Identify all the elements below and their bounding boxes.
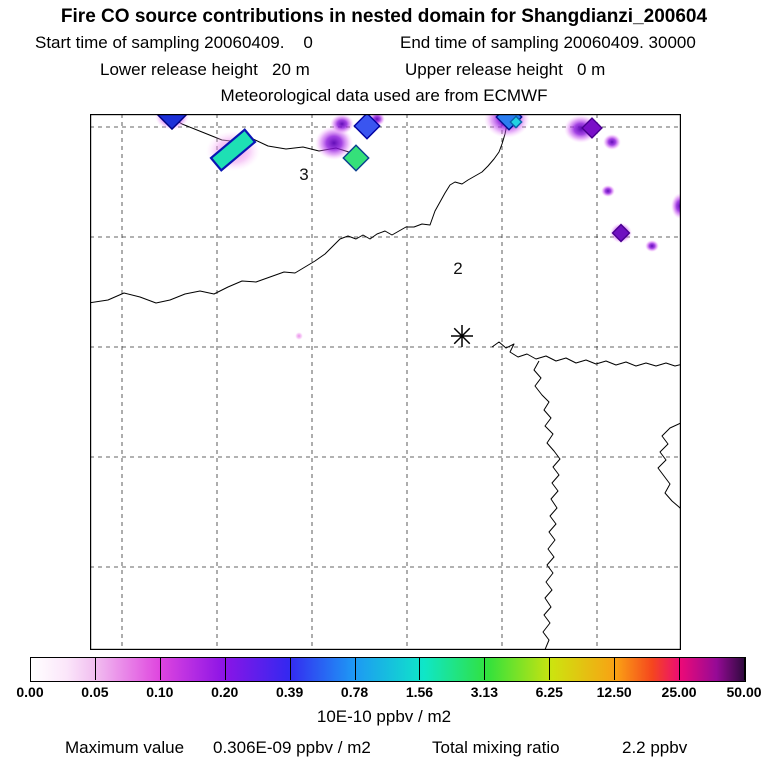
grid-lines	[90, 114, 681, 650]
map-border	[90, 114, 681, 650]
sampling-start-text: Start time of sampling 20060409. 0	[35, 33, 313, 52]
coastline-path	[87, 111, 510, 304]
lower-release-text: Lower release height 20 m	[100, 60, 310, 79]
colorbar-tick-label: 6.25	[535, 684, 563, 700]
colorbar-tick-label: 0.39	[276, 684, 304, 700]
map-number-label: 2	[453, 259, 462, 278]
coastline-path	[657, 421, 684, 512]
map-label-layer: 32	[299, 165, 462, 278]
emission-hotspot-halo	[601, 185, 615, 197]
colorbar-labels: 0.00 0.05 0.10 0.20 0.39 0.78 1.56 3.13 6.25 12.5…	[16, 684, 761, 700]
map-svg: 32	[87, 99, 689, 653]
colorbar-tick-label: 12.50	[596, 684, 632, 700]
emission-hotspot-halo	[671, 193, 689, 219]
mixing-ratio-label: Total mixing ratio	[432, 738, 560, 757]
coastline-path	[491, 341, 684, 367]
receptor-marker	[451, 325, 473, 347]
colorbar-legend: 0.00 0.05 0.10 0.20 0.39 0.78 1.56 3.13 6.25 12.5…	[16, 657, 762, 700]
emission-hotspot-cell	[353, 112, 381, 140]
receptor-asterisk-arm	[453, 327, 471, 345]
sampling-end-text: End time of sampling 20060409. 30000	[400, 33, 696, 52]
emission-hotspot-halo	[330, 114, 354, 134]
colorbar-tick-label: 1.56	[405, 684, 434, 700]
maximum-value: 0.306E-09 ppbv / m2	[213, 738, 371, 757]
coastline-path	[533, 360, 561, 653]
coastline-layer	[87, 111, 684, 653]
emission-hotspot-cell	[581, 117, 603, 139]
colorbar-tick-label: 0.05	[81, 684, 109, 700]
colorbar-tick-label: 0.20	[211, 684, 239, 700]
hotspot-layer	[155, 99, 689, 340]
emission-hotspot-halo	[603, 134, 621, 150]
met-data-text: Meteorological data used are from ECMWF	[220, 86, 548, 105]
mixing-ratio-value: 2.2 ppbv	[622, 738, 688, 757]
map-number-label: 3	[299, 165, 308, 184]
emission-hotspot-halo	[645, 240, 659, 252]
emission-hotspot-cell	[509, 115, 523, 129]
colorbar-tick-label: 25.00	[661, 684, 697, 700]
emission-hotspot-cell	[342, 144, 370, 172]
maximum-value-label: Maximum value	[65, 738, 185, 757]
colorbar-unit-label: 10E-10 ppbv / m2	[316, 707, 452, 726]
emission-hotspot-halo	[295, 332, 303, 340]
figure-title: Fire CO source contributions in nested d…	[60, 6, 708, 27]
emission-hotspot-halo	[315, 126, 353, 160]
colorbar-tick-label: 50.00	[726, 684, 762, 700]
upper-release-text: Upper release height 0 m	[405, 60, 606, 79]
colorbar-tick-label: 0.78	[340, 684, 369, 700]
emission-hotspot-cell	[209, 128, 257, 172]
colorbar-tick-label: 0.10	[146, 684, 174, 700]
colorbar-tick-label: 3.13	[470, 684, 498, 700]
emission-hotspot-cell	[611, 223, 631, 243]
colorbar-gradient	[30, 657, 746, 682]
colorbar-tick-label: 0.00	[16, 684, 44, 700]
